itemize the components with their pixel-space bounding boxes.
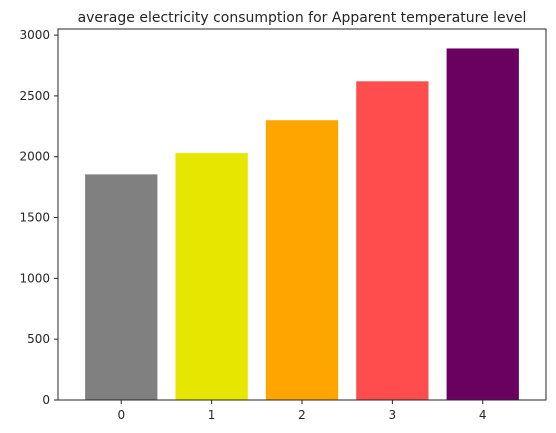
bar-0 bbox=[85, 174, 158, 400]
x-axis: 0 1 2 3 4 bbox=[117, 400, 487, 422]
bars-group bbox=[85, 48, 519, 401]
x-tick-label-0: 0 bbox=[117, 408, 125, 422]
x-tick-label-3: 3 bbox=[389, 408, 397, 422]
x-tick-label-1: 1 bbox=[208, 408, 216, 422]
bar-3 bbox=[356, 81, 429, 401]
y-tick-label-0: 0 bbox=[42, 393, 50, 407]
plot-frame bbox=[57, 28, 547, 401]
y-tick-label-3000: 3000 bbox=[19, 28, 50, 42]
bar-2 bbox=[265, 120, 339, 400]
bar-4 bbox=[446, 48, 519, 401]
y-tick-label-500: 500 bbox=[27, 332, 50, 346]
y-tick-label-2500: 2500 bbox=[19, 89, 50, 103]
y-tick-label-1000: 1000 bbox=[19, 271, 50, 285]
y-tick-label-2000: 2000 bbox=[19, 150, 50, 164]
y-axis: 0 500 1000 1500 2000 2500 3000 bbox=[19, 28, 58, 407]
bar-1 bbox=[175, 153, 248, 400]
x-tick-label-2: 2 bbox=[298, 408, 306, 422]
x-tick-label-4: 4 bbox=[479, 408, 487, 422]
chart-title: average electricity consumption for Appa… bbox=[78, 10, 527, 26]
y-tick-label-1500: 1500 bbox=[19, 211, 50, 225]
